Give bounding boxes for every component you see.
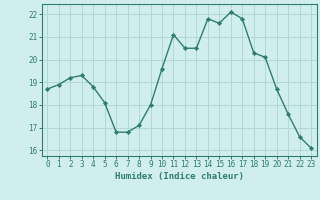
X-axis label: Humidex (Indice chaleur): Humidex (Indice chaleur)	[115, 172, 244, 181]
